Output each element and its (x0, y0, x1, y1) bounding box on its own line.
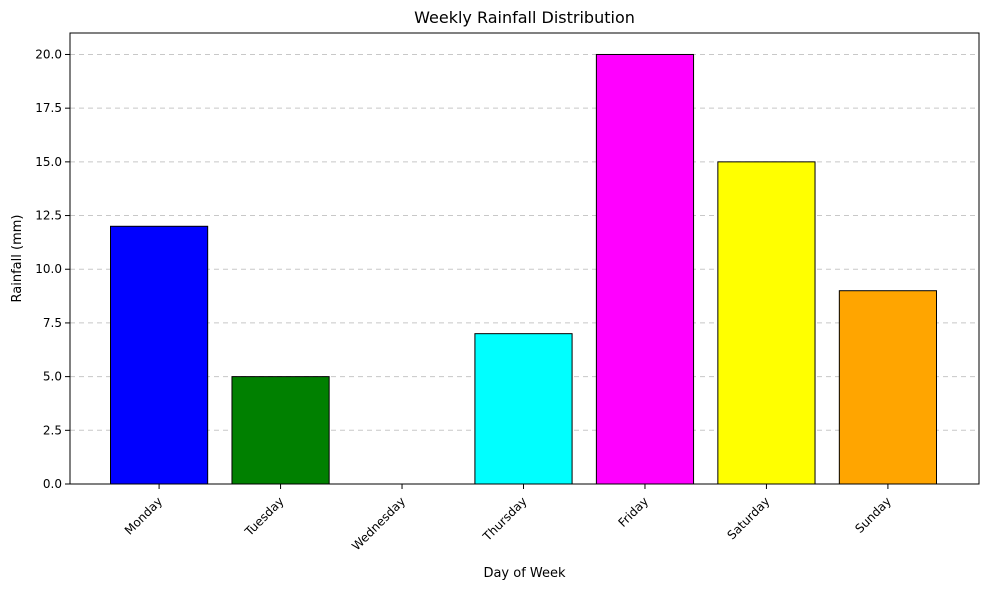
y-tick-label: 7.5 (43, 316, 62, 330)
bar-saturday (717, 161, 816, 485)
x-tick-label: Wednesday (349, 494, 408, 553)
bars (110, 53, 938, 485)
x-tick-label: Thursday (480, 494, 530, 544)
chart-title: Weekly Rainfall Distribution (414, 8, 635, 27)
bar-tuesday (231, 376, 330, 485)
y-axis-ticks: 0.0 2.5 5.0 7.5 10.0 12.5 15.0 17.5 20.0 (35, 47, 70, 491)
x-axis-title: Day of Week (483, 566, 566, 581)
bar-monday (110, 225, 209, 485)
x-tick-label: Saturday (724, 494, 772, 542)
y-axis-title: Rainfall (mm) (10, 215, 25, 303)
bar-thursday (474, 333, 573, 485)
x-tick-label: Sunday (852, 494, 894, 536)
x-tick-label: Tuesday (242, 494, 287, 539)
y-tick-label: 20.0 (35, 47, 62, 61)
y-tick-label: 10.0 (35, 262, 62, 276)
x-axis-ticks: Monday Tuesday Wednesday Thursday Friday Satu… (122, 484, 894, 553)
y-tick-label: 12.5 (35, 209, 62, 223)
y-tick-label: 2.5 (43, 423, 62, 437)
x-tick-label: Monday (122, 494, 165, 537)
y-tick-label: 15.0 (35, 155, 62, 169)
x-tick-label: Friday (615, 494, 651, 530)
y-tick-label: 17.5 (35, 101, 62, 115)
bar-sunday (838, 290, 938, 485)
plot-frame (69, 32, 980, 485)
y-tick-label: 0.0 (43, 477, 62, 491)
bar-friday (595, 53, 695, 485)
y-tick-label: 5.0 (43, 370, 62, 384)
